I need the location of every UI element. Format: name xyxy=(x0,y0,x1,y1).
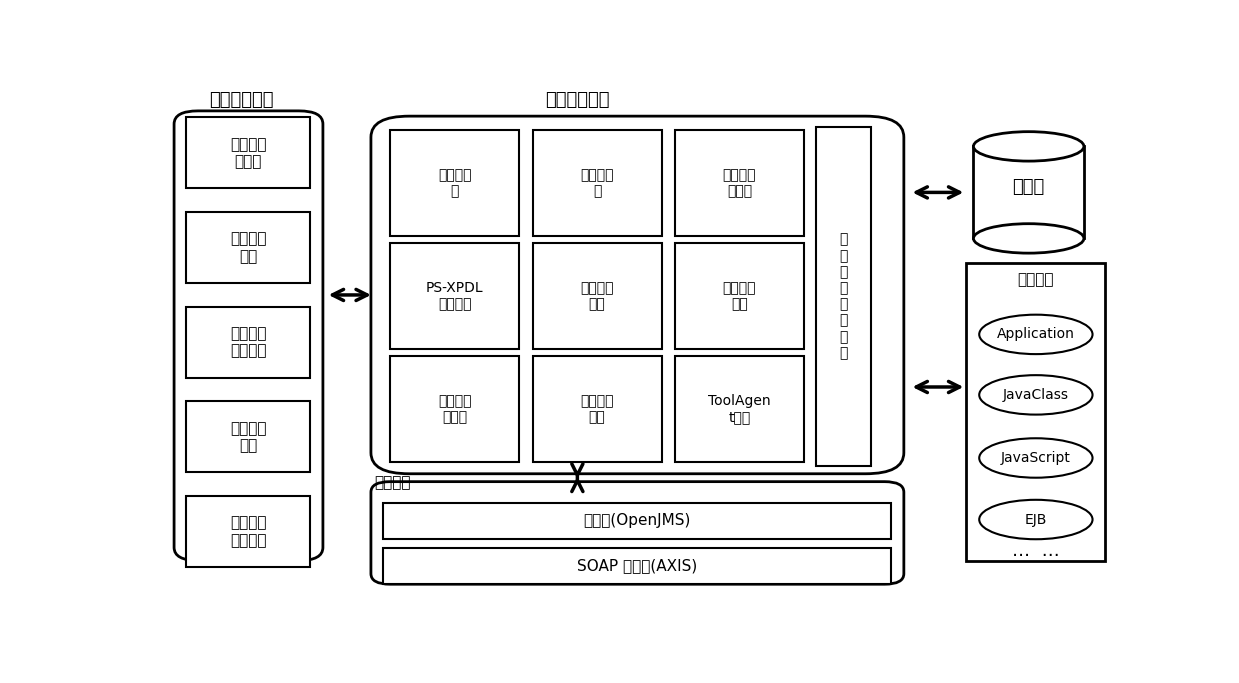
Bar xyxy=(383,503,891,538)
Text: PS-XPDL
解析部件: PS-XPDL 解析部件 xyxy=(426,281,483,311)
FancyBboxPatch shape xyxy=(370,482,904,584)
Bar xyxy=(186,307,311,378)
Text: 通信服务: 通信服务 xyxy=(374,475,410,490)
Text: 流程定义
工具: 流程定义 工具 xyxy=(229,232,266,264)
Ellipse shape xyxy=(979,438,1093,477)
Bar xyxy=(390,243,519,349)
Text: 外部应用: 外部应用 xyxy=(1017,272,1054,287)
Text: 用户＆组
织管理: 用户＆组 织管理 xyxy=(437,394,471,424)
Text: …  …: … … xyxy=(1012,542,1059,560)
Ellipse shape xyxy=(979,375,1093,415)
Text: 管理开发平台: 管理开发平台 xyxy=(209,92,274,109)
Text: JavaClass: JavaClass xyxy=(1002,388,1069,402)
Text: ToolAgen
t管理: ToolAgen t管理 xyxy=(709,394,771,424)
Text: 流程监控
工具: 流程监控 工具 xyxy=(229,421,266,453)
Bar xyxy=(186,402,311,473)
Ellipse shape xyxy=(979,315,1093,354)
Ellipse shape xyxy=(974,224,1084,253)
Text: 视图产生
验证工具: 视图产生 验证工具 xyxy=(229,516,266,548)
Bar xyxy=(675,357,804,462)
Bar xyxy=(186,496,311,567)
Ellipse shape xyxy=(979,500,1093,540)
Text: 流程服务
发现工具: 流程服务 发现工具 xyxy=(229,326,266,359)
Bar xyxy=(533,130,662,236)
Text: 流程库管
理: 流程库管 理 xyxy=(580,168,613,198)
Text: 客户端应
用程序: 客户端应 用程序 xyxy=(229,137,266,169)
Bar xyxy=(675,243,804,349)
Text: 工作流视
图管理: 工作流视 图管理 xyxy=(722,168,756,198)
Bar xyxy=(675,130,804,236)
Bar xyxy=(186,117,311,189)
Text: 数据库: 数据库 xyxy=(1012,178,1044,196)
Bar xyxy=(974,146,1084,238)
Bar xyxy=(186,212,311,283)
Bar xyxy=(966,264,1105,561)
Ellipse shape xyxy=(974,132,1084,161)
Text: 流程运行
引擎: 流程运行 引擎 xyxy=(580,281,613,311)
Text: 流程服务
管理: 流程服务 管理 xyxy=(722,281,756,311)
FancyBboxPatch shape xyxy=(370,116,904,474)
Bar xyxy=(533,243,662,349)
Bar xyxy=(383,548,891,584)
Text: 任务项管
理: 任务项管 理 xyxy=(437,168,471,198)
Bar xyxy=(533,357,662,462)
Bar xyxy=(975,130,1082,147)
Text: SOAP 服务器(AXIS): SOAP 服务器(AXIS) xyxy=(577,558,698,573)
Text: 消息池(OpenJMS): 消息池(OpenJMS) xyxy=(584,513,691,528)
Text: EJB: EJB xyxy=(1025,512,1047,527)
Bar xyxy=(390,130,519,236)
Text: 流程运行平台: 流程运行平台 xyxy=(545,92,610,109)
Text: Application: Application xyxy=(997,327,1074,342)
Text: 事件审计
管理: 事件审计 管理 xyxy=(580,394,613,424)
Text: JavaScript: JavaScript xyxy=(1001,451,1070,465)
Bar xyxy=(815,126,871,466)
FancyBboxPatch shape xyxy=(173,111,323,561)
Bar xyxy=(390,357,519,462)
Text: 对
象
关
系
映
射
模
块: 对 象 关 系 映 射 模 块 xyxy=(839,233,847,360)
